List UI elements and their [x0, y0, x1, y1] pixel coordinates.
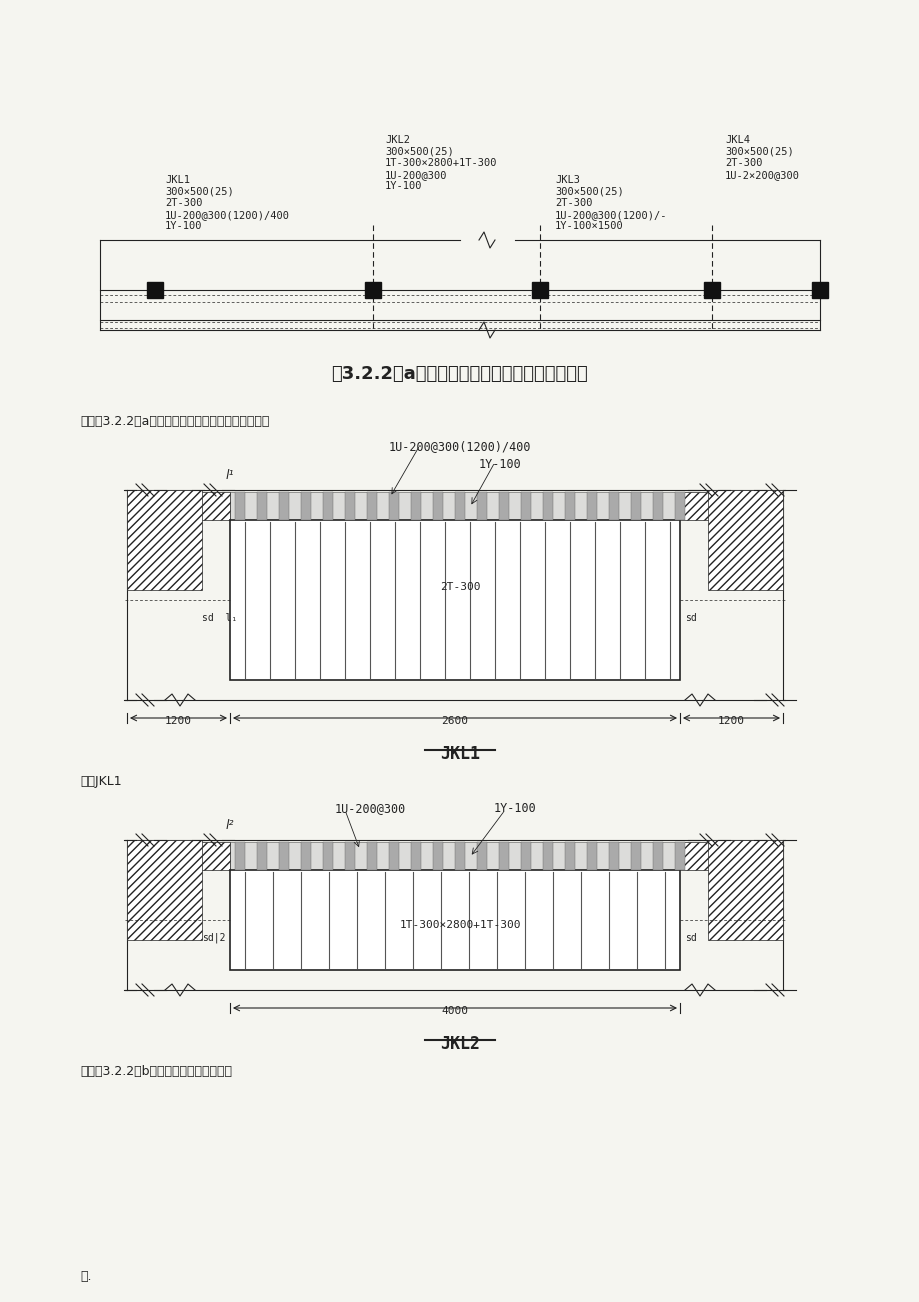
Bar — [675, 492, 685, 519]
Bar — [323, 492, 333, 519]
Bar — [652, 492, 663, 519]
Bar — [498, 842, 508, 870]
Bar — [476, 842, 486, 870]
Text: 1200: 1200 — [717, 716, 744, 727]
Bar — [278, 492, 289, 519]
Bar — [675, 842, 685, 870]
Text: 1200: 1200 — [165, 716, 192, 727]
Bar — [652, 842, 663, 870]
Bar — [630, 842, 641, 870]
Bar — [127, 490, 202, 590]
Bar — [147, 283, 163, 298]
Text: JKL2: JKL2 — [439, 1035, 480, 1053]
Bar — [455, 842, 464, 870]
Bar — [433, 492, 443, 519]
Bar — [586, 492, 596, 519]
Text: 图3.2.2（a）碳纤维加固梁底平面注写方法示例: 图3.2.2（a）碳纤维加固梁底平面注写方法示例 — [331, 365, 588, 383]
Text: JKL1: JKL1 — [439, 745, 480, 763]
Bar — [127, 492, 230, 519]
Bar — [608, 842, 618, 870]
Text: 1U-200@300(1200)/400: 1U-200@300(1200)/400 — [389, 440, 530, 453]
Bar — [234, 842, 244, 870]
Bar — [411, 492, 421, 519]
Bar — [127, 840, 202, 940]
Bar — [230, 870, 679, 970]
Text: 1Y-100: 1Y-100 — [478, 458, 521, 471]
Bar — [586, 842, 596, 870]
Text: 1T-300×2800+1T-300: 1T-300×2800+1T-300 — [399, 921, 520, 930]
Bar — [498, 492, 508, 519]
Text: JKL4
300×500(25)
2T-300
1U-2×200@300: JKL4 300×500(25) 2T-300 1U-2×200@300 — [724, 135, 800, 180]
Bar — [520, 842, 530, 870]
Bar — [389, 842, 399, 870]
Bar — [520, 492, 530, 519]
Bar — [230, 519, 679, 680]
Bar — [630, 492, 641, 519]
Bar — [476, 492, 486, 519]
Bar — [301, 492, 311, 519]
Text: JKL1
300×500(25)
2T-300
1U-200@300(1200)/400
1Y-100: JKL1 300×500(25) 2T-300 1U-200@300(1200)… — [165, 174, 289, 232]
Bar — [608, 492, 618, 519]
Bar — [323, 842, 333, 870]
Bar — [367, 492, 377, 519]
Bar — [367, 842, 377, 870]
Bar — [564, 842, 574, 870]
Bar — [703, 283, 720, 298]
Bar — [455, 492, 464, 519]
Bar — [256, 842, 267, 870]
Bar — [811, 283, 827, 298]
Text: l²: l² — [226, 819, 234, 832]
Bar — [531, 283, 548, 298]
Text: 1Y-100: 1Y-100 — [494, 802, 536, 815]
Bar — [564, 492, 574, 519]
Text: sd: sd — [685, 613, 696, 622]
Text: 注：图3.2.2（a）碳纤维加固梁底平面注写方法示例: 注：图3.2.2（a）碳纤维加固梁底平面注写方法示例 — [80, 415, 269, 428]
Text: 注：图3.2.2（b）碳纤维加固梁底示意图: 注：图3.2.2（b）碳纤维加固梁底示意图 — [80, 1065, 232, 1078]
Bar — [708, 840, 782, 940]
Bar — [256, 492, 267, 519]
Bar — [230, 492, 679, 519]
Bar — [234, 492, 244, 519]
Text: 注：JKL1: 注：JKL1 — [80, 775, 121, 788]
Text: sd  l₁: sd l₁ — [202, 613, 237, 622]
Bar — [708, 490, 782, 590]
Bar — [411, 842, 421, 870]
Text: ；.: ；. — [80, 1269, 91, 1282]
Text: 1U-200@300: 1U-200@300 — [334, 802, 405, 815]
Bar — [365, 283, 380, 298]
Bar — [389, 492, 399, 519]
Text: 2T-300: 2T-300 — [439, 582, 480, 592]
Bar — [127, 842, 230, 870]
Text: JKL2
300×500(25)
1T-300×2800+1T-300
1U-200@300
1Y-100: JKL2 300×500(25) 1T-300×2800+1T-300 1U-2… — [384, 135, 497, 191]
Bar — [345, 492, 355, 519]
Bar — [679, 842, 782, 870]
Text: 2600: 2600 — [441, 716, 468, 727]
Bar — [433, 842, 443, 870]
Text: sd: sd — [685, 934, 696, 943]
Bar — [345, 842, 355, 870]
Bar — [542, 842, 552, 870]
Text: JKL3
300×500(25)
2T-300
1U-200@300(1200)/-
1Y-100×1500: JKL3 300×500(25) 2T-300 1U-200@300(1200)… — [554, 174, 667, 232]
Bar — [301, 842, 311, 870]
Text: sd|2: sd|2 — [202, 932, 225, 943]
Text: 4000: 4000 — [441, 1006, 468, 1016]
Bar — [542, 492, 552, 519]
Bar — [679, 492, 782, 519]
Text: l¹: l¹ — [226, 469, 234, 482]
Bar — [278, 842, 289, 870]
Bar — [230, 842, 679, 870]
